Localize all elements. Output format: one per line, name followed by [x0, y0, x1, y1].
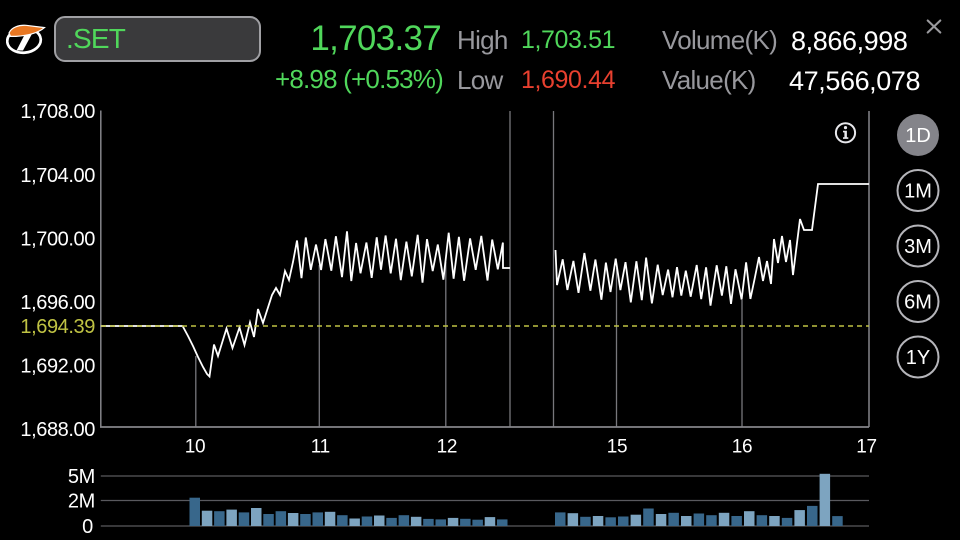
- svg-text:1M: 1M: [904, 181, 932, 203]
- svg-text:10: 10: [185, 437, 206, 458]
- svg-text:12: 12: [437, 437, 458, 458]
- svg-text:1,700.00: 1,700.00: [20, 228, 95, 250]
- svg-text:15: 15: [607, 437, 628, 458]
- svg-text:5M: 5M: [68, 466, 95, 488]
- svg-text:1Y: 1Y: [906, 347, 930, 369]
- svg-text:1,696.00: 1,696.00: [20, 292, 95, 314]
- svg-text:1,688.00: 1,688.00: [20, 419, 95, 441]
- svg-text:1,694.39: 1,694.39: [20, 316, 95, 338]
- svg-text:11: 11: [311, 437, 330, 458]
- svg-text:16: 16: [732, 437, 753, 458]
- svg-text:3M: 3M: [904, 236, 932, 258]
- svg-text:0: 0: [82, 516, 93, 538]
- svg-text:1,704.00: 1,704.00: [20, 165, 95, 187]
- svg-text:17: 17: [856, 437, 877, 458]
- svg-text:2M: 2M: [68, 491, 95, 513]
- svg-text:1,708.00: 1,708.00: [20, 101, 95, 123]
- svg-text:1,692.00: 1,692.00: [20, 356, 95, 378]
- svg-text:6M: 6M: [904, 292, 932, 314]
- svg-text:1D: 1D: [905, 125, 931, 147]
